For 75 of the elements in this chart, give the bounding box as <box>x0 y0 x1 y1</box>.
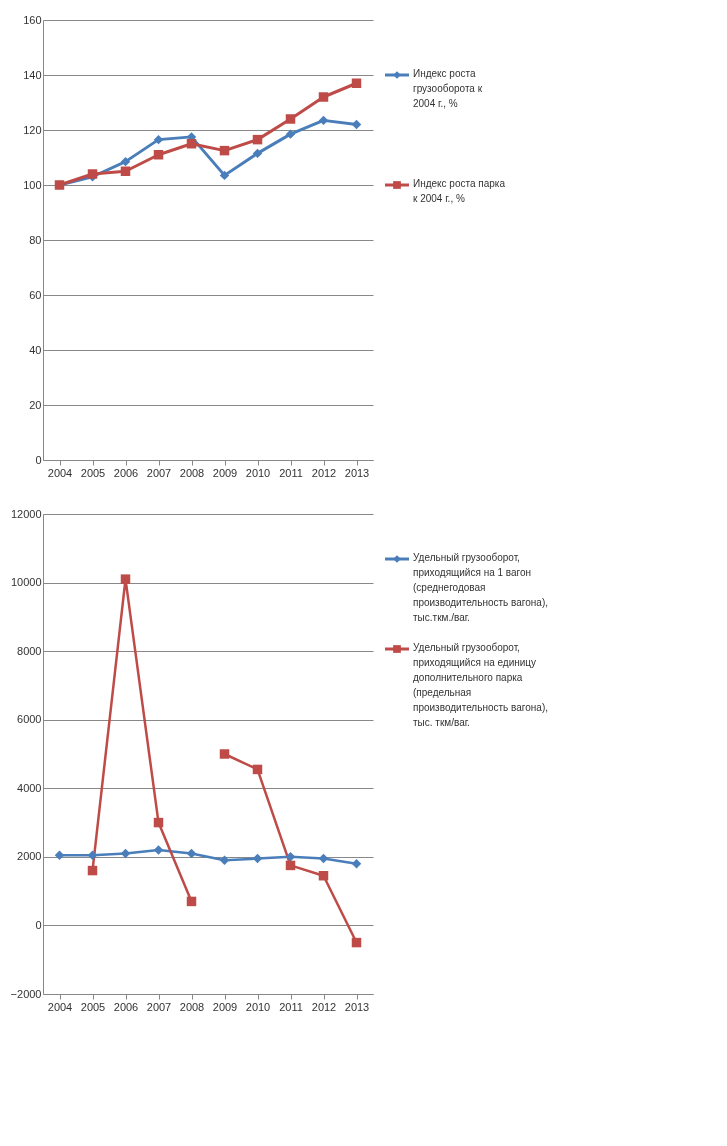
point <box>120 156 131 167</box>
point <box>285 114 296 124</box>
point <box>54 850 65 860</box>
y-tick-label: 4000 <box>17 781 42 794</box>
x-tick-label: 2012 <box>311 466 337 479</box>
legend-label: Удельный грузооборот, приходящийся на 1 вагон (среднегодовая производительность вагона), тыс.ткм./ваг. <box>413 552 549 623</box>
y-tick-label: 0 <box>35 918 42 931</box>
y-tick-label: 6000 <box>17 713 42 726</box>
x-tick-label: 2013 <box>344 1000 370 1013</box>
legend-label: Индекс роста парка к 2004 г., % <box>413 178 506 204</box>
y-tick-label: 10000 <box>10 576 42 589</box>
point <box>153 150 164 160</box>
point <box>252 853 263 864</box>
y-tick-label: 80 <box>29 233 42 246</box>
y-tick-label: 8000 <box>17 644 42 657</box>
point <box>186 139 197 149</box>
x-tick-label: 2005 <box>80 1000 106 1013</box>
x-tick-label: 2008 <box>179 466 205 479</box>
point <box>318 92 329 102</box>
point <box>186 848 197 859</box>
point <box>252 148 263 159</box>
point <box>219 170 230 181</box>
x-tick-label: 2013 <box>344 466 370 479</box>
point <box>186 896 197 907</box>
point <box>252 764 263 775</box>
y-tick-label: 60 <box>29 288 42 301</box>
point <box>285 860 296 871</box>
point <box>351 937 362 948</box>
point <box>285 129 296 139</box>
y-tick-label: 100 <box>23 178 42 191</box>
point <box>351 858 362 869</box>
point <box>351 119 362 130</box>
x-tick-label: 2004 <box>47 1000 73 1013</box>
point <box>87 865 98 876</box>
point <box>120 848 131 859</box>
point <box>318 853 329 864</box>
point <box>285 852 296 862</box>
point <box>219 855 230 866</box>
point <box>120 166 131 176</box>
y-tick-label: 160 <box>23 13 42 26</box>
y-tick-label: 12000 <box>10 507 42 520</box>
x-tick-label: 2005 <box>80 466 106 479</box>
x-tick-label: 2008 <box>179 1000 205 1013</box>
point <box>153 845 164 855</box>
x-tick-label: 2012 <box>311 1000 337 1013</box>
legend-label: Удельный грузооборот, приходящийся на единицу дополнительного парка (предельная производительность вагона), тыс. ткм/ваг. <box>413 642 549 728</box>
x-tick-label: 2006 <box>113 1000 139 1013</box>
point <box>153 817 164 828</box>
legend-label: Индекс роста грузооборота к 2004 г., % <box>413 68 483 109</box>
point <box>318 870 329 881</box>
x-tick-label: 2007 <box>146 1000 172 1013</box>
x-tick-label: 2007 <box>146 466 172 479</box>
point <box>351 78 362 88</box>
y-tick-label: 140 <box>23 68 42 81</box>
x-tick-label: 2009 <box>212 1000 238 1013</box>
point <box>153 134 164 145</box>
point <box>87 850 98 860</box>
x-tick-label: 2011 <box>279 466 303 479</box>
x-tick-label: 2004 <box>47 466 73 479</box>
y-tick-label: 0 <box>35 453 42 466</box>
y-tick-label: 2000 <box>17 850 42 863</box>
x-tick-label: 2009 <box>212 466 238 479</box>
y-tick-label: 120 <box>23 123 42 136</box>
y-tick-label: −2000 <box>10 987 42 1000</box>
x-tick-label: 2006 <box>113 466 139 479</box>
y-tick-label: 20 <box>29 398 42 411</box>
x-tick-label: 2011 <box>279 1000 303 1013</box>
x-tick-label: 2010 <box>245 466 271 479</box>
point <box>219 145 230 156</box>
x-tick-label: 2010 <box>245 1000 271 1013</box>
point <box>219 749 230 759</box>
y-tick-label: 40 <box>29 343 42 356</box>
point <box>120 574 131 584</box>
point <box>252 134 263 145</box>
point <box>318 115 329 126</box>
